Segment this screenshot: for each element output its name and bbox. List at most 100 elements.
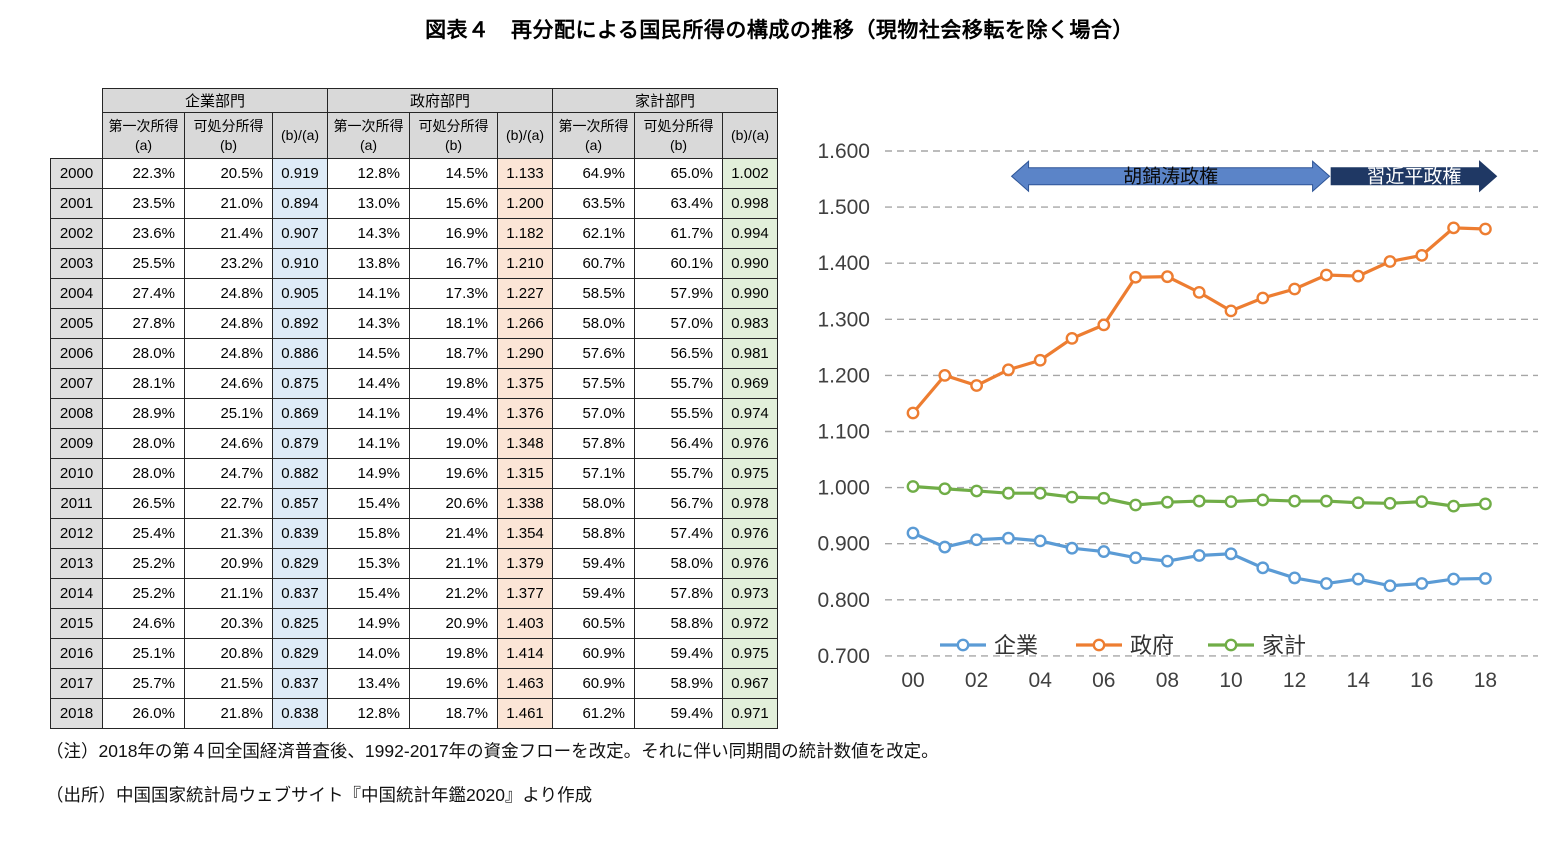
value-cell: 18.7% <box>409 338 498 369</box>
subheader-cell: 可処分所得 (b) <box>184 112 273 159</box>
table-row: 2010 28.0% 24.7% 0.882 14.9% 19.6% 1.315 57.1% 5… <box>50 458 778 489</box>
year-cell: 2003 <box>50 248 103 279</box>
table-row: 2004 27.4% 24.8% 0.905 14.1% 17.3% 1.227 58.5% 5… <box>50 278 778 309</box>
series-marker <box>1320 494 1333 508</box>
ratio-cell: 0.837 <box>272 578 328 609</box>
ratio-cell: 0.879 <box>272 428 328 459</box>
chart-svg: 1.600 1.500 1.400 1.300 1.200 1.100 1.000 0.900… <box>817 140 1538 692</box>
value-cell: 14.1% <box>327 278 410 309</box>
ratio-cell: 0.869 <box>272 398 328 429</box>
series-marker <box>938 482 952 496</box>
value-cell: 58.5% <box>552 278 635 309</box>
value-cell: 18.1% <box>409 308 498 339</box>
ratio-cell: 1.461 <box>497 698 553 729</box>
y-tick-label: 0.700 <box>817 645 870 668</box>
series-marker <box>1065 541 1079 555</box>
subheader-cell: 第一次所得 (a) <box>102 112 185 159</box>
value-cell: 21.4% <box>184 218 273 249</box>
y-tick-label: 1.400 <box>817 252 870 275</box>
value-cell: 25.2% <box>102 548 185 579</box>
ratio-cell: 1.200 <box>497 188 553 219</box>
value-cell: 25.4% <box>102 518 185 549</box>
value-cell: 59.4% <box>634 698 723 729</box>
value-cell: 20.3% <box>184 608 273 639</box>
chart-section: 1.600 1.500 1.400 1.300 1.200 1.100 1.000 0.900… <box>790 112 1550 722</box>
subheader-row: 第一次所得 (a) 可処分所得 (b) (b)/(a) 第一次所得 (a) 可処分所得 (b)(… <box>51 112 778 159</box>
value-cell: 23.2% <box>184 248 273 279</box>
value-cell: 28.0% <box>102 338 185 369</box>
subheader-cell: (b)/(a) <box>497 112 553 159</box>
value-cell: 14.3% <box>327 218 410 249</box>
value-cell: 26.5% <box>102 488 185 519</box>
value-cell: 60.7% <box>552 248 635 279</box>
value-cell: 19.8% <box>409 638 498 669</box>
value-cell: 19.6% <box>409 668 498 699</box>
table-row: 2012 25.4% 21.3% 0.839 15.8% 21.4% 1.354 58.8% 5… <box>50 518 778 549</box>
year-cell: 2017 <box>50 668 103 699</box>
table-row: 2014 25.2% 21.1% 0.837 15.4% 21.2% 1.377 59.4% 5… <box>50 578 778 609</box>
y-tick-label: 1.100 <box>817 421 870 444</box>
value-cell: 57.5% <box>552 368 635 399</box>
series-marker <box>1288 282 1301 296</box>
income-table: 企業部門 政府部門 家計部門 第一次所得 (a) 可処分所得 (b) (b)/(a) 第一次所得… <box>50 88 778 729</box>
series-marker <box>1160 495 1174 509</box>
value-cell: 28.0% <box>102 458 185 489</box>
series-marker <box>1351 496 1365 510</box>
value-cell: 23.5% <box>102 188 185 219</box>
value-cell: 24.6% <box>184 368 273 399</box>
table-row: 2009 28.0% 24.6% 0.879 14.1% 19.0% 1.348 57.8% 5… <box>50 428 778 459</box>
series-marker <box>1129 551 1142 565</box>
ratio-cell: 0.829 <box>272 548 328 579</box>
legend-label: 政府 <box>1130 633 1174 658</box>
ratio-cell: 1.403 <box>497 608 553 639</box>
group-header: 政府部門 <box>327 88 553 113</box>
ratio-cell: 0.974 <box>722 398 778 429</box>
ratio-cell: 0.910 <box>272 248 328 279</box>
legend-marker <box>1224 638 1238 652</box>
year-cell: 2015 <box>50 608 103 639</box>
y-tick-label: 1.500 <box>817 196 870 219</box>
value-cell: 12.8% <box>327 698 410 729</box>
value-cell: 58.9% <box>634 668 723 699</box>
value-cell: 56.4% <box>634 428 723 459</box>
year-cell: 2005 <box>50 308 103 339</box>
x-tick-label: 06 <box>1092 669 1115 692</box>
value-cell: 25.2% <box>102 578 185 609</box>
y-tick-label: 1.000 <box>817 477 870 500</box>
value-cell: 56.5% <box>634 338 723 369</box>
ratio-cell: 1.354 <box>497 518 553 549</box>
series-marker <box>1097 545 1111 558</box>
value-cell: 57.0% <box>634 308 723 339</box>
ratio-cell: 0.971 <box>722 698 778 729</box>
value-cell: 21.5% <box>184 668 273 699</box>
value-cell: 57.4% <box>634 518 723 549</box>
series-marker <box>1129 498 1142 512</box>
subheader-cell: 可処分所得 (b) <box>634 112 723 159</box>
series-marker <box>1288 571 1301 585</box>
series-marker <box>1256 493 1270 507</box>
ratio-cell: 0.998 <box>722 188 778 219</box>
value-cell: 55.7% <box>634 458 723 489</box>
series-marker <box>1192 494 1206 508</box>
value-cell: 60.9% <box>552 638 635 669</box>
series-marker <box>1192 285 1206 299</box>
ratio-cell: 1.338 <box>497 488 553 519</box>
series-marker <box>1033 534 1047 548</box>
subheader-cell: 可処分所得 (b) <box>409 112 498 159</box>
series-marker <box>1065 331 1079 345</box>
table-row: 2011 26.5% 22.7% 0.857 15.4% 20.6% 1.338 58.0% 5… <box>50 488 778 519</box>
series-marker <box>1160 270 1174 284</box>
value-cell: 20.5% <box>184 158 273 189</box>
series-marker <box>1033 486 1047 500</box>
series-marker <box>1224 304 1238 318</box>
value-cell: 18.7% <box>409 698 498 729</box>
table-row: 2007 28.1% 24.6% 0.875 14.4% 19.8% 1.375 57.5% 5… <box>50 368 778 399</box>
value-cell: 12.8% <box>327 158 410 189</box>
year-cell: 2011 <box>50 488 103 519</box>
series-marker <box>906 406 920 420</box>
series-marker <box>1224 547 1238 561</box>
value-cell: 15.4% <box>327 578 410 609</box>
value-cell: 24.6% <box>102 608 185 639</box>
value-cell: 65.0% <box>634 158 723 189</box>
annotation-label: 習近平政権 <box>1366 166 1461 188</box>
